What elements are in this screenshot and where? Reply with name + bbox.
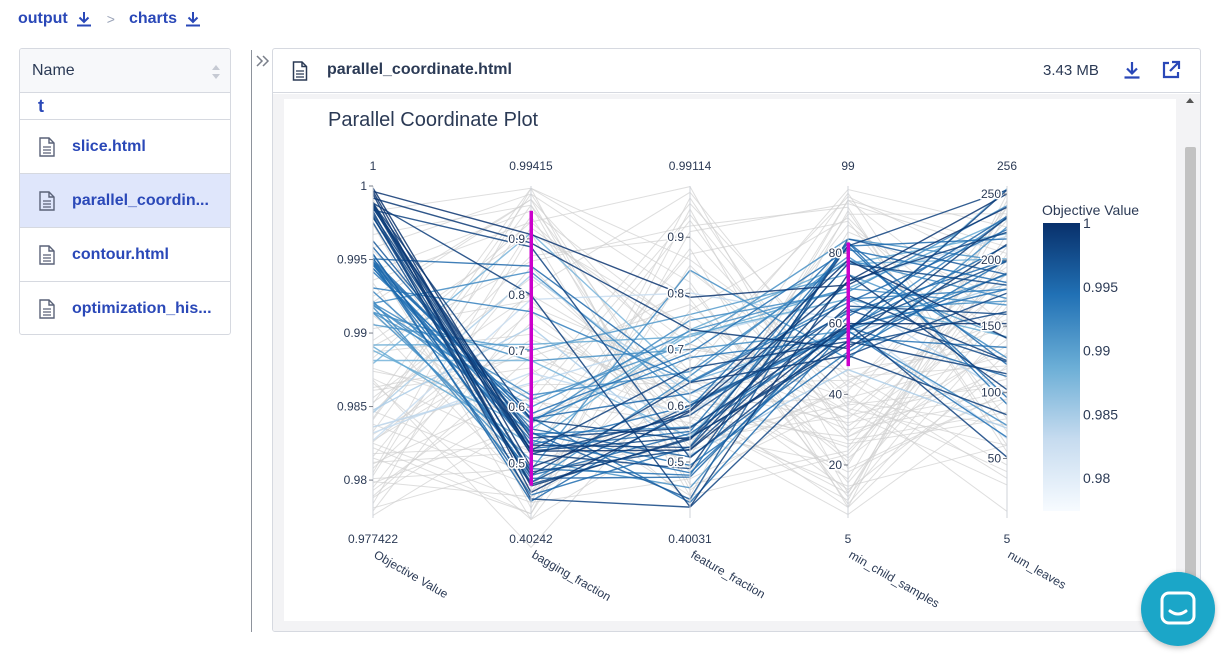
- document-icon: [39, 190, 55, 211]
- document-icon: [39, 244, 55, 265]
- file-row-slice[interactable]: slice.html: [20, 120, 230, 174]
- axis-min-label: 5: [1004, 532, 1011, 546]
- axis-tick-label: 0.995: [337, 253, 367, 267]
- axis-min-label: 0.40242: [509, 532, 553, 546]
- axis-tick-label: 0.985: [337, 400, 367, 414]
- axis-brush-selection[interactable]: [529, 210, 534, 486]
- file-row-contour[interactable]: contour.html: [20, 228, 230, 282]
- file-size: 3.43 MB: [1043, 62, 1099, 79]
- axis-tick-label: 100: [981, 385, 1001, 399]
- viewer-body: 1 0.977422 1 0.995 0.99 0.985 0.98 Objective Va…: [273, 94, 1200, 631]
- axis-min-label: 0.977422: [348, 532, 398, 546]
- file-row-parallel-coordinate[interactable]: parallel_coordin...: [20, 174, 230, 228]
- file-viewer: parallel_coordinate.html 3.43 MB 1 0.9774…: [272, 48, 1201, 632]
- axis-tick-label: 0.8: [667, 286, 684, 300]
- parent-directory-row[interactable]: t: [20, 93, 230, 120]
- viewer-header: parallel_coordinate.html 3.43 MB: [273, 49, 1200, 93]
- axis-tick-label: 200: [981, 253, 1001, 267]
- axis-tick-label: 0.9: [667, 230, 684, 244]
- file-name[interactable]: parallel_coordin...: [72, 191, 209, 209]
- file-name[interactable]: optimization_his...: [72, 300, 212, 317]
- up-arrow-icon[interactable]: t: [38, 96, 44, 116]
- axis-title[interactable]: min_child_samples: [847, 547, 942, 610]
- breadcrumb-charts-label[interactable]: charts: [128, 10, 177, 27]
- colorbar-tick-label: 0.99: [1083, 343, 1110, 359]
- file-row-optimization-history[interactable]: optimization_his...: [20, 282, 230, 334]
- plot-container: 1 0.977422 1 0.995 0.99 0.985 0.98 Objective Va…: [284, 99, 1176, 621]
- axis-title[interactable]: Objective Value: [372, 547, 451, 601]
- axis-title[interactable]: bagging_fraction: [530, 547, 614, 603]
- colorbar-title: Objective Value: [1042, 202, 1139, 218]
- file-list-header[interactable]: Name: [20, 49, 230, 93]
- axis-max-label: 0.99415: [509, 159, 553, 173]
- axis-tick-label: 20: [829, 458, 843, 472]
- axis-title[interactable]: feature_fraction: [689, 547, 768, 601]
- chat-launcher-button[interactable]: [1141, 572, 1215, 646]
- breadcrumb: output > charts: [18, 7, 202, 31]
- axis-tick-label: 0.6: [667, 399, 684, 413]
- chart-title: Parallel Coordinate Plot: [328, 109, 539, 131]
- breadcrumb-output-label[interactable]: output: [18, 10, 68, 27]
- colorbar-gradient: [1043, 223, 1080, 511]
- axis-tick-label: 40: [829, 387, 843, 401]
- colorbar-tick-label: 0.985: [1083, 406, 1118, 422]
- axis-tick-label: 50: [988, 451, 1002, 465]
- colorbar-tick-label: 1: [1083, 215, 1091, 231]
- external-link-icon[interactable]: [1161, 60, 1181, 80]
- axis-tick-label: 0.9: [508, 232, 525, 246]
- download-icon[interactable]: [1122, 60, 1142, 80]
- breadcrumb-charts[interactable]: charts: [129, 10, 202, 28]
- viewer-filename: parallel_coordinate.html: [327, 61, 512, 78]
- sort-icon[interactable]: [210, 63, 222, 81]
- axis-tick-label: 250: [981, 187, 1001, 201]
- axis-min-label: 5: [845, 532, 852, 546]
- document-icon: [39, 136, 55, 157]
- axis-tick-label: 0.6: [508, 400, 525, 414]
- axis-title[interactable]: num_leaves: [1006, 547, 1069, 591]
- axis-max-label: 256: [997, 159, 1017, 173]
- vertical-scrollbar[interactable]: [1183, 94, 1198, 631]
- document-icon: [292, 61, 308, 81]
- download-icon[interactable]: [184, 10, 202, 28]
- axis-tick-label: 0.8: [508, 288, 525, 302]
- file-name[interactable]: slice.html: [72, 137, 146, 155]
- axis-max-label: 0.99114: [669, 159, 712, 173]
- download-icon[interactable]: [75, 10, 93, 28]
- scrollbar-thumb[interactable]: [1185, 147, 1196, 627]
- axis-max-label: 99: [841, 159, 855, 173]
- collapse-sidebar-icon[interactable]: [255, 53, 271, 69]
- axis-tick-label: 0.7: [667, 343, 684, 357]
- panel-divider[interactable]: [251, 50, 252, 632]
- axis-tick-label: 1: [360, 179, 367, 193]
- axis-brush-selection[interactable]: [846, 242, 851, 367]
- axis-tick-label: 0.5: [667, 455, 684, 469]
- axis-max-label: 1: [370, 159, 377, 173]
- axis-tick-label: 60: [829, 317, 843, 331]
- axis-min-label: 0.40031: [668, 532, 712, 546]
- document-icon: [39, 299, 55, 319]
- file-name[interactable]: contour.html: [72, 245, 169, 263]
- name-column-header[interactable]: Name: [32, 61, 75, 79]
- axis-tick-label: 0.7: [508, 344, 525, 358]
- scroll-up-arrow[interactable]: [1186, 98, 1194, 103]
- colorbar-tick-label: 0.98: [1083, 470, 1110, 486]
- axis-tick-label: 150: [981, 319, 1001, 333]
- axis-tick-label: 0.99: [344, 326, 368, 340]
- breadcrumb-separator: >: [106, 11, 115, 27]
- file-list: Name t slice.html parallel_coordin... co…: [19, 48, 231, 335]
- axis-tick-label: 0.98: [344, 473, 368, 487]
- colorbar-tick-label: 0.995: [1083, 279, 1118, 295]
- breadcrumb-output[interactable]: output: [18, 10, 93, 28]
- axis-tick-label: 0.5: [508, 456, 525, 470]
- chat-icon[interactable]: [1160, 591, 1196, 627]
- axis-tick-label: 80: [829, 246, 843, 260]
